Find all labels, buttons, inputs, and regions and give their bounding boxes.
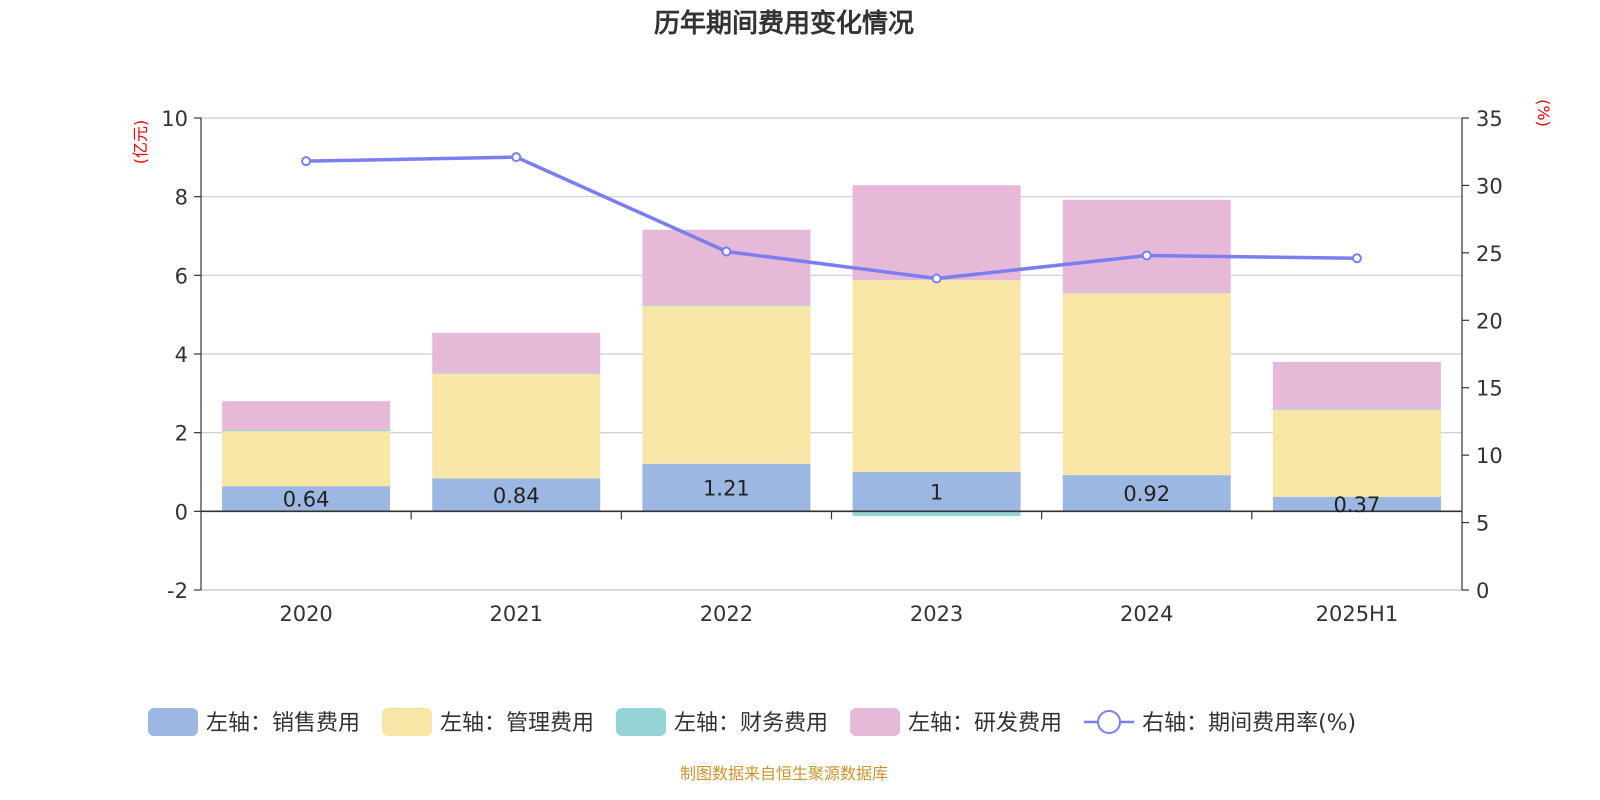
line-point — [1351, 253, 1362, 264]
bar — [432, 373, 601, 479]
right-axis-tick-label: 25 — [1476, 242, 1503, 266]
left-axis-tick-label: 4 — [175, 343, 188, 367]
x-axis-tick-label: 2025H1 — [1316, 602, 1399, 626]
bar — [852, 280, 1021, 472]
bar — [222, 431, 391, 487]
expense-rate-line — [306, 155, 1357, 281]
data-label: 1.21 — [703, 477, 750, 501]
left-axis-unit: (亿元) — [131, 120, 150, 165]
left-axis-tick-label: 0 — [175, 500, 188, 524]
gridlines — [201, 117, 1462, 591]
line-point — [931, 273, 942, 284]
right-axis-tick-label: 10 — [1476, 444, 1503, 468]
bar — [1272, 361, 1441, 410]
legend-label: 左轴：管理费用 — [440, 711, 594, 736]
x-axis-tick-label: 2023 — [910, 602, 963, 626]
bar-layer — [222, 185, 1441, 517]
bar — [642, 463, 811, 512]
bar — [1062, 293, 1231, 476]
bar — [642, 305, 811, 307]
bar — [852, 472, 1021, 512]
x-axis-tick-label: 2021 — [490, 602, 543, 626]
legend-swatch — [850, 708, 901, 736]
legend: 左轴：销售费用 左轴：管理费用 左轴：财务费用 左轴：研发费用 右轴：期间费用率(%) — [148, 708, 1356, 736]
left-axis-tick-label: -2 — [167, 579, 188, 603]
chart: 历年期间费用变化情况 -2 0 2 4 6 8 10 0 5 10 15 20 25 30 35 2020 20… — [131, 8, 1553, 783]
left-axis-tick-label: 10 — [161, 107, 188, 131]
data-label: 0.84 — [493, 484, 540, 508]
bar — [852, 511, 1021, 517]
bar — [222, 486, 391, 512]
bar — [222, 429, 391, 432]
right-axis-tick-label: 5 — [1476, 512, 1489, 536]
bar — [1062, 475, 1231, 512]
chart-title: 历年期间费用变化情况 — [654, 8, 914, 39]
legend-label: 右轴：期间费用率(%) — [1142, 711, 1356, 736]
bar — [1272, 409, 1441, 497]
bar — [1272, 409, 1441, 410]
x-axis-tick-label: 2024 — [1120, 602, 1173, 626]
legend-swatch — [148, 708, 198, 736]
bar — [432, 372, 601, 374]
x-axis-tick-label: 2020 — [279, 602, 332, 626]
data-labels: 0.64 0.84 1.21 1 0.92 0.37 — [283, 477, 1381, 518]
axes: -2 0 2 4 6 8 10 0 5 10 15 20 25 30 35 2020 2021 2022 2023 2… — [161, 107, 1502, 626]
bar — [222, 401, 391, 430]
line-point — [1141, 250, 1152, 261]
right-axis-unit: (%) — [1534, 99, 1553, 127]
legend-label: 左轴：研发费用 — [908, 711, 1062, 736]
right-axis-tick-label: 15 — [1476, 377, 1503, 401]
data-label: 1 — [930, 481, 943, 505]
right-axis-tick-label: 0 — [1476, 579, 1489, 603]
legend-label: 左轴：财务费用 — [674, 711, 828, 736]
line-point — [511, 152, 522, 163]
source-note: 制图数据来自恒生聚源数据库 — [680, 764, 888, 783]
left-axis-tick-label: 6 — [175, 264, 188, 288]
bar — [432, 478, 601, 512]
line-point — [721, 246, 732, 257]
left-axis-tick-label: 8 — [175, 186, 188, 210]
x-axis-tick-label: 2022 — [700, 602, 753, 626]
data-label: 0.64 — [283, 488, 330, 512]
bar — [1062, 292, 1231, 294]
data-label: 0.92 — [1123, 482, 1170, 506]
line-point — [301, 156, 312, 167]
bar — [852, 185, 1021, 281]
bar — [642, 229, 811, 306]
bar — [432, 332, 601, 373]
legend-label: 左轴：销售费用 — [206, 711, 360, 736]
legend-swatch — [616, 708, 667, 736]
legend-marker — [1097, 710, 1122, 734]
bar — [642, 306, 811, 464]
left-axis-tick-label: 2 — [175, 422, 188, 446]
line-layer — [301, 152, 1362, 284]
legend-swatch — [382, 708, 433, 736]
bar — [1062, 199, 1231, 293]
right-axis-tick-label: 20 — [1476, 309, 1503, 333]
data-label: 0.37 — [1334, 493, 1381, 517]
right-axis-tick-label: 35 — [1476, 107, 1503, 131]
bar — [1272, 496, 1441, 512]
right-axis-tick-label: 30 — [1476, 174, 1503, 198]
